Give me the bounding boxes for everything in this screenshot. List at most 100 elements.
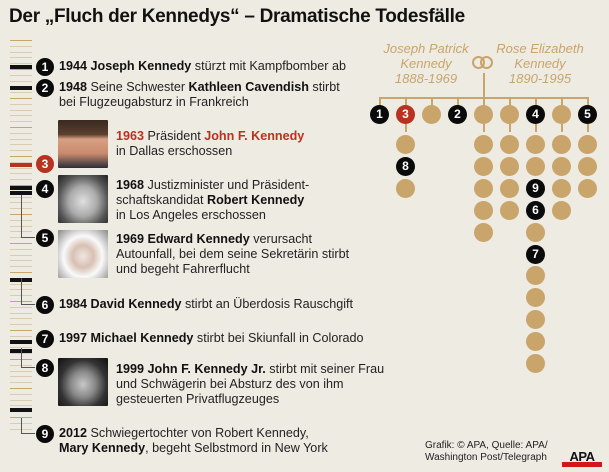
- jfk-photo: [58, 120, 108, 168]
- grandchild-dot: [474, 222, 493, 242]
- ted-photo: [58, 230, 108, 278]
- event-person: John F. Kennedy Jr.: [147, 362, 266, 376]
- ruler-year-mark: [10, 186, 32, 190]
- event-year: 1997: [59, 331, 88, 345]
- event-person: Robert Kennedy: [207, 193, 305, 207]
- event-text: , begeht Selbstmord in New York: [145, 441, 328, 455]
- timeline-connector: [21, 195, 35, 238]
- ruler-tick: [10, 51, 32, 53]
- grandchild-dot: [396, 135, 415, 154]
- event-text: gesteuerten Privatflugzeuges: [116, 392, 280, 406]
- event-7: 1997 Michael Kennedy stirbt bei Skiunfal…: [59, 331, 364, 346]
- logo-bar: [562, 462, 602, 467]
- event-1: 1944 Joseph Kennedy stürzt mit Kampfbomb…: [59, 59, 346, 74]
- event-year: 1948: [59, 80, 88, 94]
- ruler-tick: [10, 69, 32, 70]
- father-label: Joseph Patrick Kennedy 1888-1969: [380, 41, 472, 86]
- ruler-tick: [10, 109, 32, 111]
- event-text: Justizminister und Präsident-: [144, 178, 310, 192]
- credit: Grafik: © APA, Quelle: APA/ Washington P…: [425, 440, 548, 464]
- tree-branch-line: [535, 124, 537, 132]
- event-2: 1948 Seine Schwester Kathleen Cavendish …: [59, 80, 340, 110]
- ruler-tick: [10, 144, 32, 146]
- ruler-tick: [10, 393, 32, 395]
- logo-text: APA: [569, 449, 595, 464]
- event-text: und Schwägerin bei Absturz des von ihm: [116, 377, 344, 391]
- ruler-tick: [10, 167, 32, 169]
- event-year: 1963: [116, 129, 145, 143]
- ruler-tick: [10, 306, 32, 308]
- grandchild-dot: 9: [526, 178, 545, 198]
- mother-years: 1890-1995: [508, 71, 572, 86]
- grandchild-dot: [526, 135, 545, 154]
- credit-line-1: Grafik: © APA, Quelle: APA/: [425, 440, 548, 451]
- event-year: 1968: [116, 178, 145, 192]
- event-year: 1969: [116, 232, 145, 246]
- ruler-tick: [10, 57, 32, 59]
- ruler-tick: [10, 260, 32, 262]
- child-dot: [474, 105, 493, 124]
- ruler-tick: [10, 185, 32, 186]
- ruler-tick: [10, 173, 32, 175]
- event-text: stirbt bei Skiunfall in Colorado: [193, 331, 364, 345]
- grandchild-dot: [526, 310, 545, 330]
- ruler-tick: [10, 127, 32, 128]
- grandchild-dot: [474, 135, 493, 154]
- grandchild-dot: [552, 156, 571, 176]
- father-name: Joseph Patrick: [383, 41, 469, 56]
- event-9: 2012 Schwiegertochter von Robert Kennedy…: [59, 426, 328, 456]
- tree-trunk-line: [483, 73, 485, 98]
- event-text: in Los Angeles erschossen: [116, 208, 266, 222]
- ruler-tick: [10, 121, 32, 123]
- event-text: stirbt an Überdosis Rauschgift: [181, 297, 354, 311]
- child-dot: [552, 105, 571, 124]
- event-text: stürzt mit Kampfbomber ab: [191, 59, 346, 73]
- ruler-tick: [10, 312, 32, 314]
- child-dot: 5: [578, 105, 597, 124]
- tree-branch-line: [483, 97, 485, 106]
- event-8: 1999 John F. Kennedy Jr. stirbt mit sein…: [116, 362, 384, 407]
- grandchild-dot: [500, 156, 519, 176]
- event-person: Kathleen Cavendish: [188, 80, 309, 94]
- ruler-year-mark: [10, 163, 32, 167]
- timeline-connector: [21, 418, 35, 434]
- ruler-year-mark: [10, 86, 32, 90]
- ruler-year-mark: [10, 340, 32, 344]
- event-badge-6: 6: [36, 296, 54, 314]
- ruler-tick: [10, 330, 32, 331]
- event-person: John F. Kennedy: [204, 129, 305, 143]
- grandchild-dot: [526, 266, 545, 286]
- event-year: 1984: [59, 297, 88, 311]
- grandchild-dot: [578, 135, 597, 154]
- tree-branch-line: [561, 97, 563, 106]
- ruler-year-mark: [10, 65, 32, 69]
- mother-surname: Kennedy: [514, 56, 566, 71]
- credit-line-2: Washington Post/Telegraph: [425, 452, 547, 463]
- ruler-tick: [10, 63, 32, 65]
- grandchild-dot: [526, 332, 545, 352]
- child-dot: 1: [370, 105, 389, 124]
- tree-branch-line: [405, 124, 407, 132]
- ruler-tick: [10, 150, 32, 152]
- page-title: Der „Fluch der Kennedys“ – Dramatische T…: [9, 6, 465, 27]
- tree-branch-line: [561, 124, 563, 132]
- ruler-tick: [10, 45, 32, 47]
- event-person: Edward Kennedy: [147, 232, 250, 246]
- grandchild-dot: [500, 200, 519, 220]
- event-person: Joseph Kennedy: [90, 59, 192, 73]
- ruler-tick: [10, 272, 32, 273]
- ruler-tick: [10, 254, 32, 256]
- ruler-tick: [10, 92, 32, 94]
- tree-branch-line: [535, 97, 537, 106]
- event-badge-7: 7: [36, 330, 54, 348]
- event-person: Mary Kennedy: [59, 441, 146, 455]
- ruler-tick: [10, 417, 32, 418]
- ruler-tick: [10, 324, 32, 326]
- ruler-tick: [10, 266, 32, 268]
- ruler-tick: [10, 161, 32, 163]
- ruler-tick: [10, 376, 32, 378]
- ruler-tick: [10, 248, 32, 250]
- grandchild-dot: [500, 178, 519, 198]
- grandchild-dot: [578, 156, 597, 176]
- apa-logo: APA: [562, 449, 602, 467]
